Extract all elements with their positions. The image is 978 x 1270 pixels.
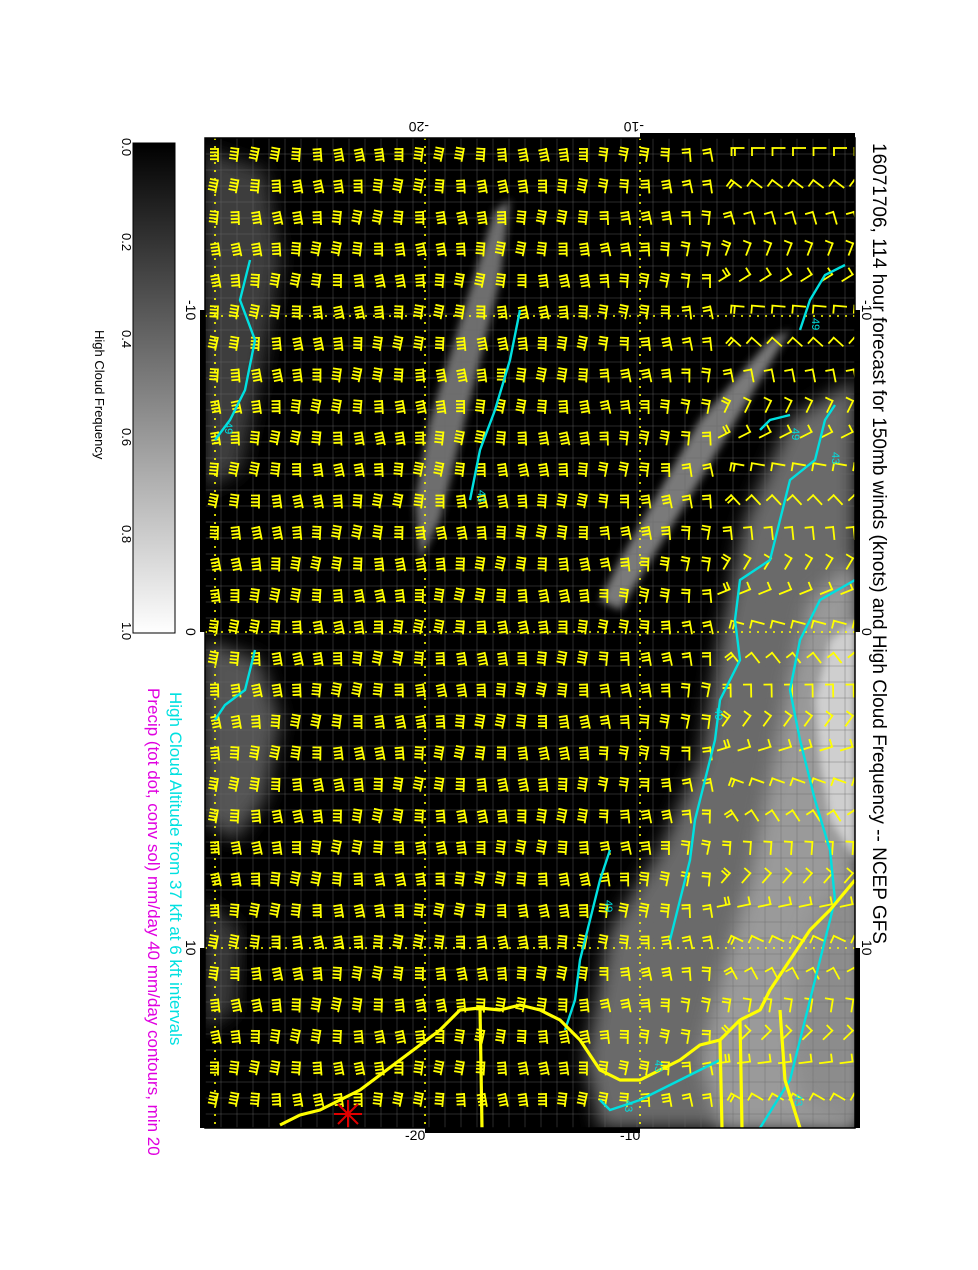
contour-label: 49 [712,708,724,720]
figure-title: 16071706, 114 hour forecast for 150mb wi… [867,143,889,944]
colorbar-tick: 0.6 [119,428,134,446]
lat-tick-left: -10 [183,300,199,320]
location-marker [334,1100,362,1128]
colorbar-ticks: 0.0 0.2 0.4 0.6 0.8 1.0 [119,138,134,640]
contour-label: 49 [809,318,821,330]
colorbar: 0.0 0.2 0.4 0.6 0.8 1.0 [119,138,175,640]
contour-label: 49 [602,900,614,912]
lon-tick-top: -20 [409,119,429,135]
contour-label: 49 [789,428,801,440]
colorbar-label: High Cloud Frequency [92,330,107,459]
colorbar-gradient [133,143,175,633]
colorbar-tick: 0.4 [119,330,134,348]
contour-label: 43 [475,490,487,502]
contour-label: 43 [792,1094,804,1106]
contour-label: 49 [222,422,234,434]
cloud-altitude-caption: High Cloud Altitude from 37 kft at 6 kft… [165,692,185,1045]
contour-label: 43 [622,1100,634,1112]
map-panel: 49 43 49 49 43 49 49 43 43 43 [183,119,875,1143]
colorbar-tick: 0.0 [119,138,134,156]
lon-tick-top: -10 [624,119,644,135]
colorbar-tick: 0.8 [119,525,134,543]
contour-label: 43 [829,452,841,464]
lon-tick-bottom: -20 [405,1127,425,1143]
lon-tick-bottom: -10 [620,1127,640,1143]
colorbar-tick: 0.2 [119,233,134,251]
colorbar-tick: 1.0 [119,622,134,640]
contour-label: 43 [652,1060,664,1072]
precip-caption: Precip (tot dot, conv sol) mm/day 40 mm/… [143,688,163,1156]
lat-tick-left: 0 [183,628,199,636]
lat-tick-left: 10 [183,940,199,956]
